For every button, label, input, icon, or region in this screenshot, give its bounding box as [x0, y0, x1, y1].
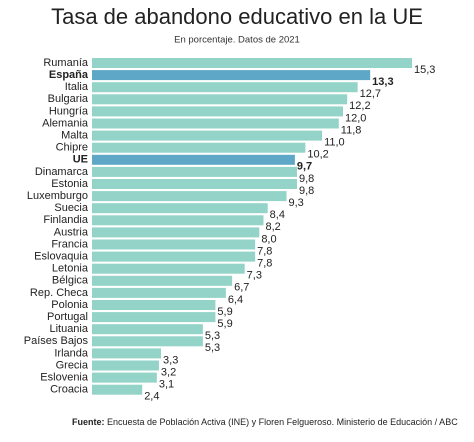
- bar: [92, 324, 203, 335]
- bar: [92, 179, 297, 189]
- value-label: 5,9: [217, 306, 232, 318]
- bar: [92, 287, 226, 298]
- bar: [92, 300, 216, 310]
- category-label: Lituania: [49, 323, 88, 335]
- value-label: 3,1: [159, 379, 174, 391]
- value-label: 7,8: [257, 258, 272, 270]
- bar: [92, 154, 295, 165]
- value-label: 8,0: [261, 233, 276, 245]
- value-label: 11,0: [324, 137, 345, 149]
- category-label: Alemania: [42, 117, 89, 129]
- bar: [92, 275, 233, 286]
- chart-title: Tasa de abandono educativo en la UE: [51, 4, 423, 29]
- category-label: Dinamarca: [35, 166, 89, 178]
- value-label: 12,0: [345, 112, 366, 124]
- category-label: Finlandia: [43, 214, 89, 226]
- value-label: 7,3: [247, 270, 262, 282]
- source-label: Fuente:: [72, 417, 105, 427]
- bar: [92, 203, 268, 214]
- category-label: Grecia: [56, 359, 89, 371]
- category-label: Croacia: [50, 384, 89, 396]
- source: Fuente: Encuesta de Población Activa (IN…: [72, 417, 458, 427]
- bar: [92, 348, 162, 359]
- bar: [92, 372, 157, 383]
- value-label: 3,2: [161, 366, 176, 378]
- bar: [92, 227, 260, 238]
- value-label: 9,8: [299, 173, 314, 185]
- category-label: Bulgaria: [48, 93, 89, 105]
- bar: [92, 384, 143, 395]
- bar: [92, 251, 256, 262]
- bar: [92, 70, 371, 81]
- category-label: Malta: [61, 130, 89, 142]
- bar: [92, 263, 245, 274]
- value-label: 5,3: [205, 330, 220, 342]
- value-label: 8,2: [266, 221, 281, 233]
- value-label: 5,9: [217, 318, 232, 330]
- category-label: Eslovenia: [40, 372, 89, 384]
- category-label: Eslovaquia: [34, 251, 89, 263]
- category-label: Luxemburgo: [27, 190, 88, 202]
- value-label: 9,7: [297, 161, 312, 173]
- category-label: Países Bajos: [24, 335, 89, 347]
- bar: [92, 239, 256, 250]
- value-label: 8,4: [270, 209, 285, 221]
- category-label: Italia: [65, 81, 89, 93]
- value-label: 13,3: [372, 76, 393, 88]
- category-label: Suecia: [54, 202, 89, 214]
- value-label: 12,7: [360, 88, 381, 100]
- bar: [92, 312, 216, 323]
- bar: [92, 94, 348, 105]
- category-label: Portugal: [47, 311, 88, 323]
- value-label: 15,3: [414, 64, 435, 76]
- category-label: Rep. Checa: [30, 287, 89, 299]
- bar: [92, 58, 412, 68]
- source-text: Encuesta de Población Activa (INE) y Flo…: [107, 417, 458, 427]
- bar: [92, 82, 358, 93]
- bar: [92, 360, 159, 371]
- value-label: 11,8: [341, 124, 362, 136]
- category-label: Chipre: [56, 142, 88, 154]
- value-label: 7,8: [257, 245, 272, 257]
- category-label: Austria: [54, 226, 89, 238]
- category-label: Bélgica: [52, 275, 89, 287]
- value-label: 2,4: [144, 391, 159, 403]
- category-label: Francia: [51, 238, 89, 250]
- chart-subtitle: En porcentaje. Datos de 2021: [174, 35, 300, 46]
- bar: [92, 142, 306, 153]
- category-label: Letonia: [52, 263, 89, 275]
- category-label: España: [49, 69, 89, 81]
- bar: [92, 166, 297, 177]
- category-label: Polonia: [51, 299, 89, 311]
- value-label: 5,3: [205, 342, 220, 354]
- value-label: 6,7: [234, 282, 249, 294]
- category-label: Irlanda: [54, 347, 89, 359]
- bar: [92, 191, 287, 202]
- bar: [92, 106, 343, 117]
- value-label: 3,3: [163, 354, 178, 366]
- category-label: UE: [73, 154, 88, 166]
- bar: [92, 118, 339, 129]
- value-label: 9,3: [289, 197, 304, 209]
- category-label: Rumanía: [43, 57, 89, 69]
- value-label: 6,4: [228, 294, 243, 306]
- bar: [92, 215, 264, 226]
- value-label: 12,2: [349, 100, 370, 112]
- value-label: 10,2: [307, 149, 328, 161]
- category-label: Estonia: [51, 178, 89, 190]
- category-label: Hungría: [49, 105, 89, 117]
- value-label: 9,8: [299, 185, 314, 197]
- bar: [92, 336, 203, 347]
- bar: [92, 130, 323, 141]
